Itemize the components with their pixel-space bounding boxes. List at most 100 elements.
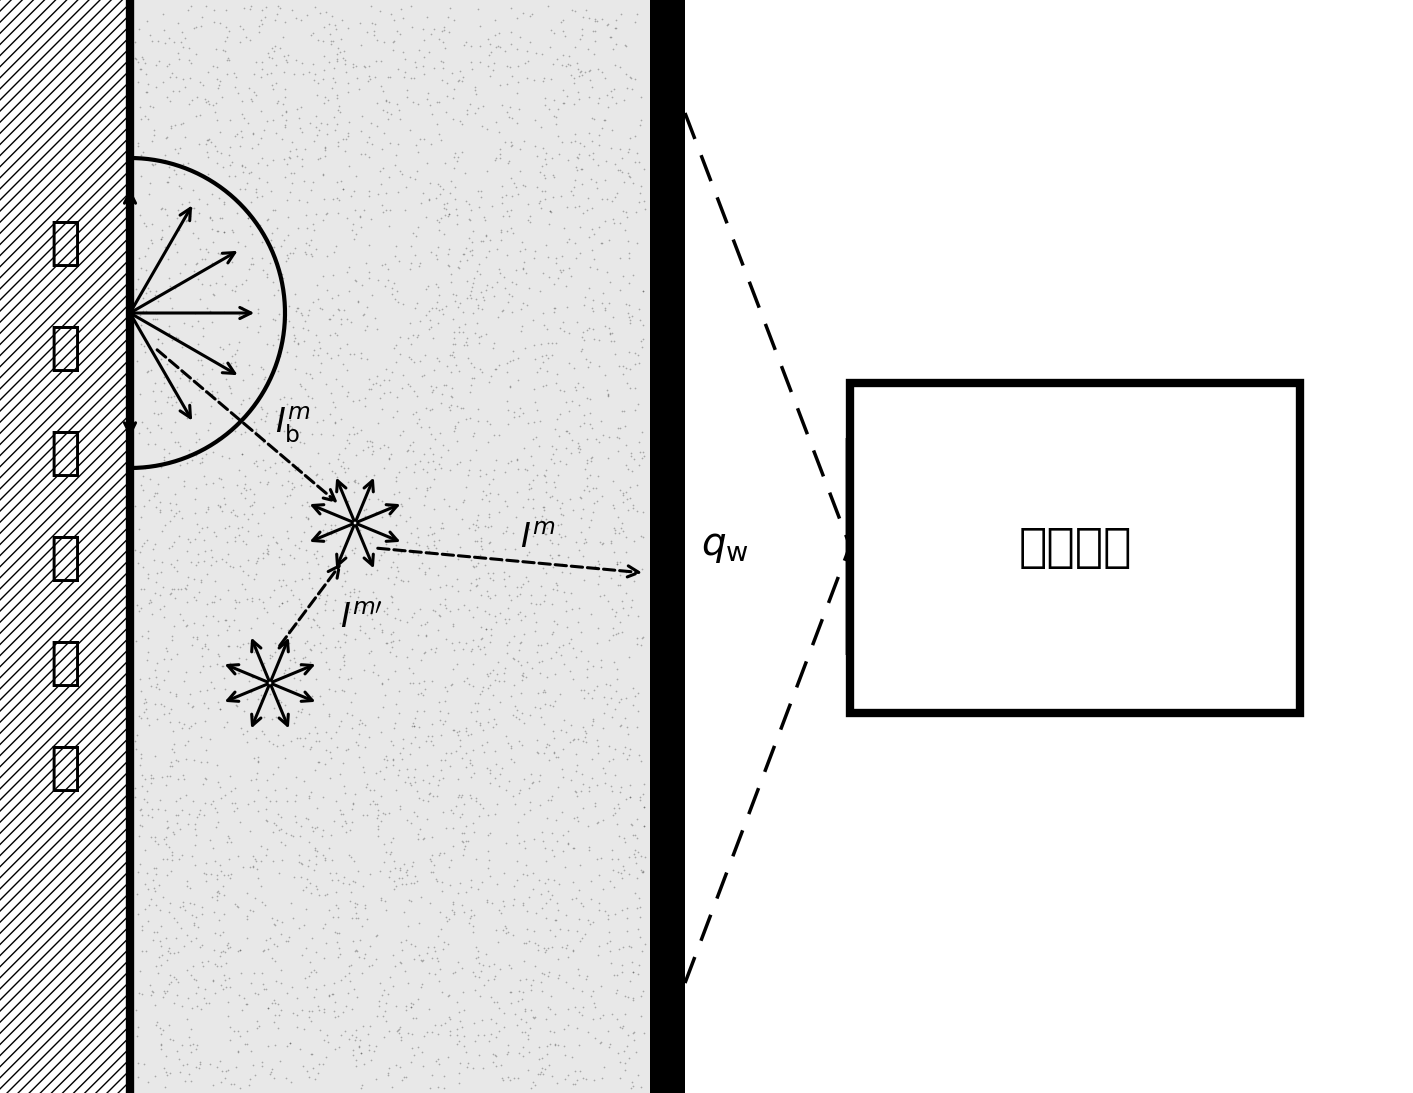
Point bbox=[247, 527, 270, 544]
Point bbox=[211, 658, 233, 675]
Point bbox=[555, 974, 578, 991]
Point bbox=[195, 995, 218, 1012]
Point bbox=[471, 283, 493, 301]
Point bbox=[349, 350, 372, 367]
Point bbox=[136, 700, 158, 717]
Point bbox=[345, 58, 367, 75]
Point bbox=[295, 245, 318, 262]
Point bbox=[386, 23, 408, 40]
Point bbox=[189, 1001, 212, 1019]
Point bbox=[391, 739, 414, 756]
Point bbox=[181, 317, 203, 334]
Point bbox=[528, 360, 551, 377]
Point bbox=[519, 707, 541, 725]
Point bbox=[237, 80, 260, 97]
Point bbox=[213, 611, 236, 628]
Point bbox=[536, 334, 558, 352]
Point bbox=[562, 671, 585, 689]
Point bbox=[141, 234, 164, 251]
Point bbox=[283, 669, 305, 686]
Point bbox=[384, 957, 407, 975]
Point bbox=[164, 328, 187, 345]
Point bbox=[140, 986, 162, 1003]
Point bbox=[572, 324, 595, 341]
Point bbox=[536, 155, 558, 173]
Point bbox=[492, 921, 514, 939]
Point bbox=[335, 432, 357, 449]
Point bbox=[274, 310, 297, 328]
Point bbox=[370, 722, 393, 740]
Point bbox=[438, 205, 461, 223]
Point bbox=[404, 709, 427, 727]
Point bbox=[360, 597, 383, 614]
Point bbox=[127, 520, 150, 538]
Point bbox=[530, 181, 552, 199]
Point bbox=[322, 620, 345, 637]
Point bbox=[209, 470, 232, 487]
Point bbox=[407, 257, 430, 274]
Point bbox=[137, 913, 160, 930]
Point bbox=[413, 445, 435, 462]
Point bbox=[506, 39, 528, 57]
Point bbox=[425, 189, 448, 207]
Point bbox=[577, 40, 599, 58]
Point bbox=[348, 862, 370, 880]
Point bbox=[507, 732, 530, 750]
Point bbox=[543, 722, 565, 740]
Point bbox=[185, 628, 208, 646]
Point bbox=[206, 612, 229, 630]
Point bbox=[603, 906, 626, 924]
Point bbox=[606, 419, 629, 436]
Point bbox=[312, 17, 335, 35]
Point bbox=[137, 880, 160, 897]
Point bbox=[185, 256, 208, 273]
Point bbox=[189, 682, 212, 700]
Point bbox=[355, 317, 377, 334]
Point bbox=[235, 995, 257, 1012]
Point bbox=[439, 401, 462, 419]
Point bbox=[406, 703, 428, 720]
Point bbox=[489, 263, 512, 281]
Point bbox=[471, 532, 493, 550]
Point bbox=[427, 772, 449, 789]
Point bbox=[162, 162, 185, 179]
Point bbox=[579, 404, 602, 422]
Point bbox=[372, 160, 394, 177]
Point bbox=[253, 368, 276, 386]
Point bbox=[627, 354, 650, 372]
Point bbox=[129, 98, 151, 116]
Point bbox=[250, 150, 273, 167]
Point bbox=[554, 455, 577, 472]
Point bbox=[346, 737, 369, 754]
Point bbox=[469, 360, 492, 377]
Point bbox=[360, 445, 383, 462]
Point bbox=[206, 142, 229, 160]
Point bbox=[503, 175, 526, 192]
Point bbox=[260, 75, 283, 93]
Point bbox=[129, 543, 151, 561]
Point bbox=[257, 48, 280, 66]
Point bbox=[203, 138, 226, 155]
Point bbox=[496, 247, 519, 265]
Point bbox=[177, 1, 199, 19]
Point bbox=[218, 51, 240, 69]
Point bbox=[199, 209, 222, 226]
Point bbox=[284, 346, 307, 364]
Point bbox=[345, 1021, 367, 1038]
Point bbox=[487, 503, 510, 520]
Point bbox=[496, 518, 519, 536]
Point bbox=[308, 732, 331, 750]
Point bbox=[280, 175, 302, 192]
Point bbox=[421, 451, 444, 469]
Point bbox=[194, 635, 216, 653]
Point bbox=[475, 602, 497, 620]
Point bbox=[473, 291, 496, 308]
Point bbox=[394, 178, 417, 196]
Point bbox=[165, 378, 188, 396]
Point bbox=[285, 303, 308, 320]
Point bbox=[447, 149, 469, 166]
Point bbox=[350, 1044, 373, 1061]
Point bbox=[153, 448, 175, 466]
Point bbox=[454, 837, 476, 855]
Point bbox=[523, 111, 545, 129]
